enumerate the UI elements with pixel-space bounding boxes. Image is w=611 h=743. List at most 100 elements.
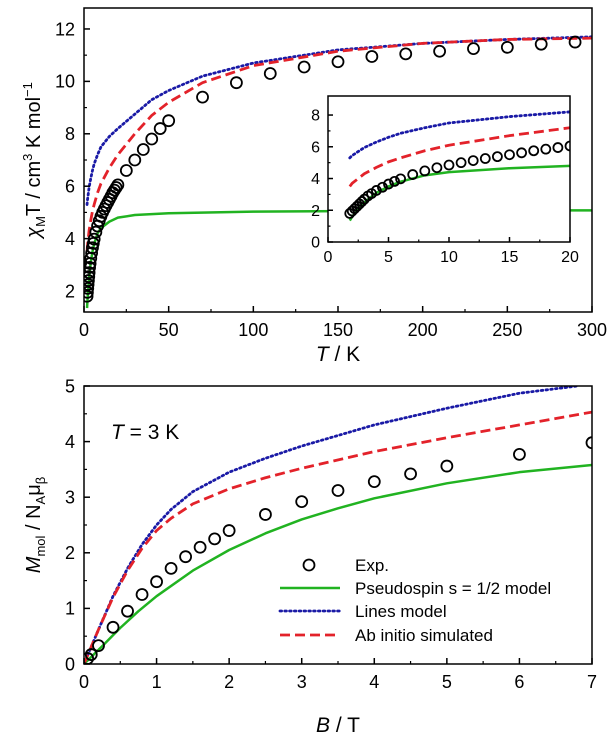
- chi-t-exp-point: [85, 246, 99, 260]
- chi-t-x-tick-label: 250: [492, 320, 522, 340]
- chi-t-exp-point: [467, 42, 480, 56]
- inset-exp-point: [564, 140, 570, 152]
- inset-exp-point: [540, 143, 552, 155]
- magnetization-y-tick-label: 4: [65, 432, 75, 452]
- magnetization-exp-point: [164, 561, 178, 575]
- inset-exp-point: [431, 162, 443, 174]
- chi-t-lines-curve: [85, 35, 592, 206]
- inset-abinitio-curve: [348, 126, 570, 188]
- magnetization-exp-point: [193, 540, 207, 554]
- magnetization-exp-point: [84, 648, 98, 661]
- chi-t-x-tick-label: 50: [159, 320, 179, 340]
- chi-t-exp-point: [297, 60, 311, 74]
- chi-t-exp-point: [153, 122, 167, 135]
- chi-t-y-tick-label: 6: [65, 177, 75, 197]
- magnetization-exp-point: [222, 524, 236, 537]
- chi-t-exp-point: [568, 35, 582, 49]
- legend-item-exp: Exp.: [302, 556, 389, 575]
- inset-exp-point: [395, 173, 407, 185]
- inset-x-tick-label: 5: [384, 249, 393, 266]
- chi-t-exp-point: [263, 67, 277, 80]
- chi-t-exp-point: [84, 266, 96, 280]
- magnetization-x-tick-label: 3: [297, 672, 307, 692]
- chi-t-abinitio-curve: [85, 36, 592, 252]
- magnetization-x-tick-label: 4: [369, 672, 379, 692]
- legend-pseudospin-label: Pseudospin s = 1/2 model: [355, 579, 551, 598]
- magnetization-y-axis-label: Mmol / NAμβ: [23, 477, 48, 573]
- chi-t-exp-point: [500, 40, 514, 54]
- chi-t-exp-point: [331, 55, 345, 69]
- chi-t-y-tick-label: 2: [65, 281, 75, 301]
- inset-lines-curve: [348, 110, 570, 160]
- inset-y-tick-label: 2: [311, 203, 320, 220]
- magnetization-x-ticks: 0 1 2 3 4 5 6 7: [79, 658, 597, 692]
- magnetization-exp-point: [150, 575, 163, 589]
- inset-y-ticks: 0 2 4 6 8: [311, 108, 333, 252]
- chi-t-exp-point: [365, 50, 379, 63]
- chi-t-exp-point: [136, 143, 150, 156]
- magnetization-exp-point: [404, 467, 417, 481]
- legend-item-abinitio: Ab initio simulated: [280, 626, 493, 645]
- magnetization-y-tick-label: 1: [65, 599, 75, 619]
- chi-t-exp-point: [196, 90, 209, 104]
- inset-exp-point: [479, 153, 491, 164]
- magnetization-x-axis-label: B / T: [316, 714, 360, 737]
- inset-y-tick-label: 4: [311, 171, 320, 188]
- magnetization-x-tick-label: 0: [79, 672, 89, 692]
- temperature-annotation: T = 3 K: [111, 421, 179, 444]
- chi-t-exp-point: [399, 47, 413, 61]
- inset-exp-point: [455, 157, 467, 169]
- inset-exp-point: [407, 169, 419, 180]
- inset-y-tick-label: 0: [311, 235, 320, 252]
- magnetization-pseudospin-curve: [84, 463, 592, 664]
- magnetization-exp-point: [585, 436, 592, 450]
- chi-t-y-tick-label: 8: [65, 124, 75, 144]
- magnetization-x-tick-label: 5: [442, 672, 452, 692]
- magnetization-x-tick-label: 6: [514, 672, 524, 692]
- chi-t-y-ticks: 2 4 6 8 10 12: [55, 19, 90, 301]
- magnetization-y-tick-label: 3: [65, 488, 75, 508]
- inset-exp-point: [389, 175, 400, 187]
- chi-t-x-tick-label: 100: [238, 320, 268, 340]
- magnetization-exp-point: [121, 604, 134, 618]
- chi-t-x-tick-label: 300: [577, 320, 607, 340]
- inset-y-tick-label: 8: [311, 108, 320, 125]
- legend-exp-marker: [302, 558, 316, 572]
- chi-t-y-tick-label: 12: [55, 19, 75, 39]
- legend: Exp. Pseudospin s = 1/2 model Lines mode…: [278, 556, 551, 645]
- magnetization-y-tick-label: 2: [65, 543, 75, 563]
- magnetization-exp-point: [208, 532, 222, 546]
- inset-exp-point: [516, 147, 527, 159]
- chi-t-exp-point: [128, 153, 142, 167]
- inset-exp-point: [467, 155, 479, 166]
- chi-t-exp-point: [84, 274, 95, 287]
- chi-t-exp-point: [119, 164, 133, 177]
- inset-exp-point: [383, 178, 394, 190]
- inset-exp-point: [356, 196, 368, 207]
- inset-x-tick-label: 20: [561, 249, 579, 266]
- magnetization-plot-area: [84, 386, 592, 664]
- inset-x-tick-label: 10: [440, 249, 458, 266]
- chi-t-exp-point: [229, 76, 243, 90]
- inset-x-tick-label: 15: [501, 249, 519, 266]
- magnetization-panel: 0 1 2 3 4 5 6 7 0 1 2 3 4 5 T = 3 K B / T Mmol / NAμ…: [23, 376, 597, 737]
- inset-exp-point: [504, 149, 515, 161]
- magnetization-x-tick-label: 7: [587, 672, 597, 692]
- magnetization-y-tick-label: 5: [65, 376, 75, 396]
- inset-exp-point: [552, 142, 564, 153]
- chi-t-x-tick-label: 150: [323, 320, 353, 340]
- chi-t-exp-point: [145, 132, 159, 146]
- inset-x-tick-label: 0: [324, 249, 333, 266]
- magnetization-exp-point: [367, 475, 381, 489]
- chi-t-x-tick-label: 0: [79, 320, 89, 340]
- magnetization-x-tick-label: 1: [152, 672, 162, 692]
- magnetization-exp-point: [513, 447, 526, 461]
- legend-exp-label: Exp.: [355, 556, 389, 575]
- inset-exp-point: [377, 181, 388, 193]
- chi-t-exp-point: [86, 241, 99, 255]
- magnetization-exp-point: [106, 620, 120, 634]
- legend-abinitio-label: Ab initio simulated: [355, 626, 493, 645]
- chi-t-exp-point: [89, 225, 103, 239]
- chi-t-y-axis-label: χMT / cm3 K mol−1: [20, 82, 48, 240]
